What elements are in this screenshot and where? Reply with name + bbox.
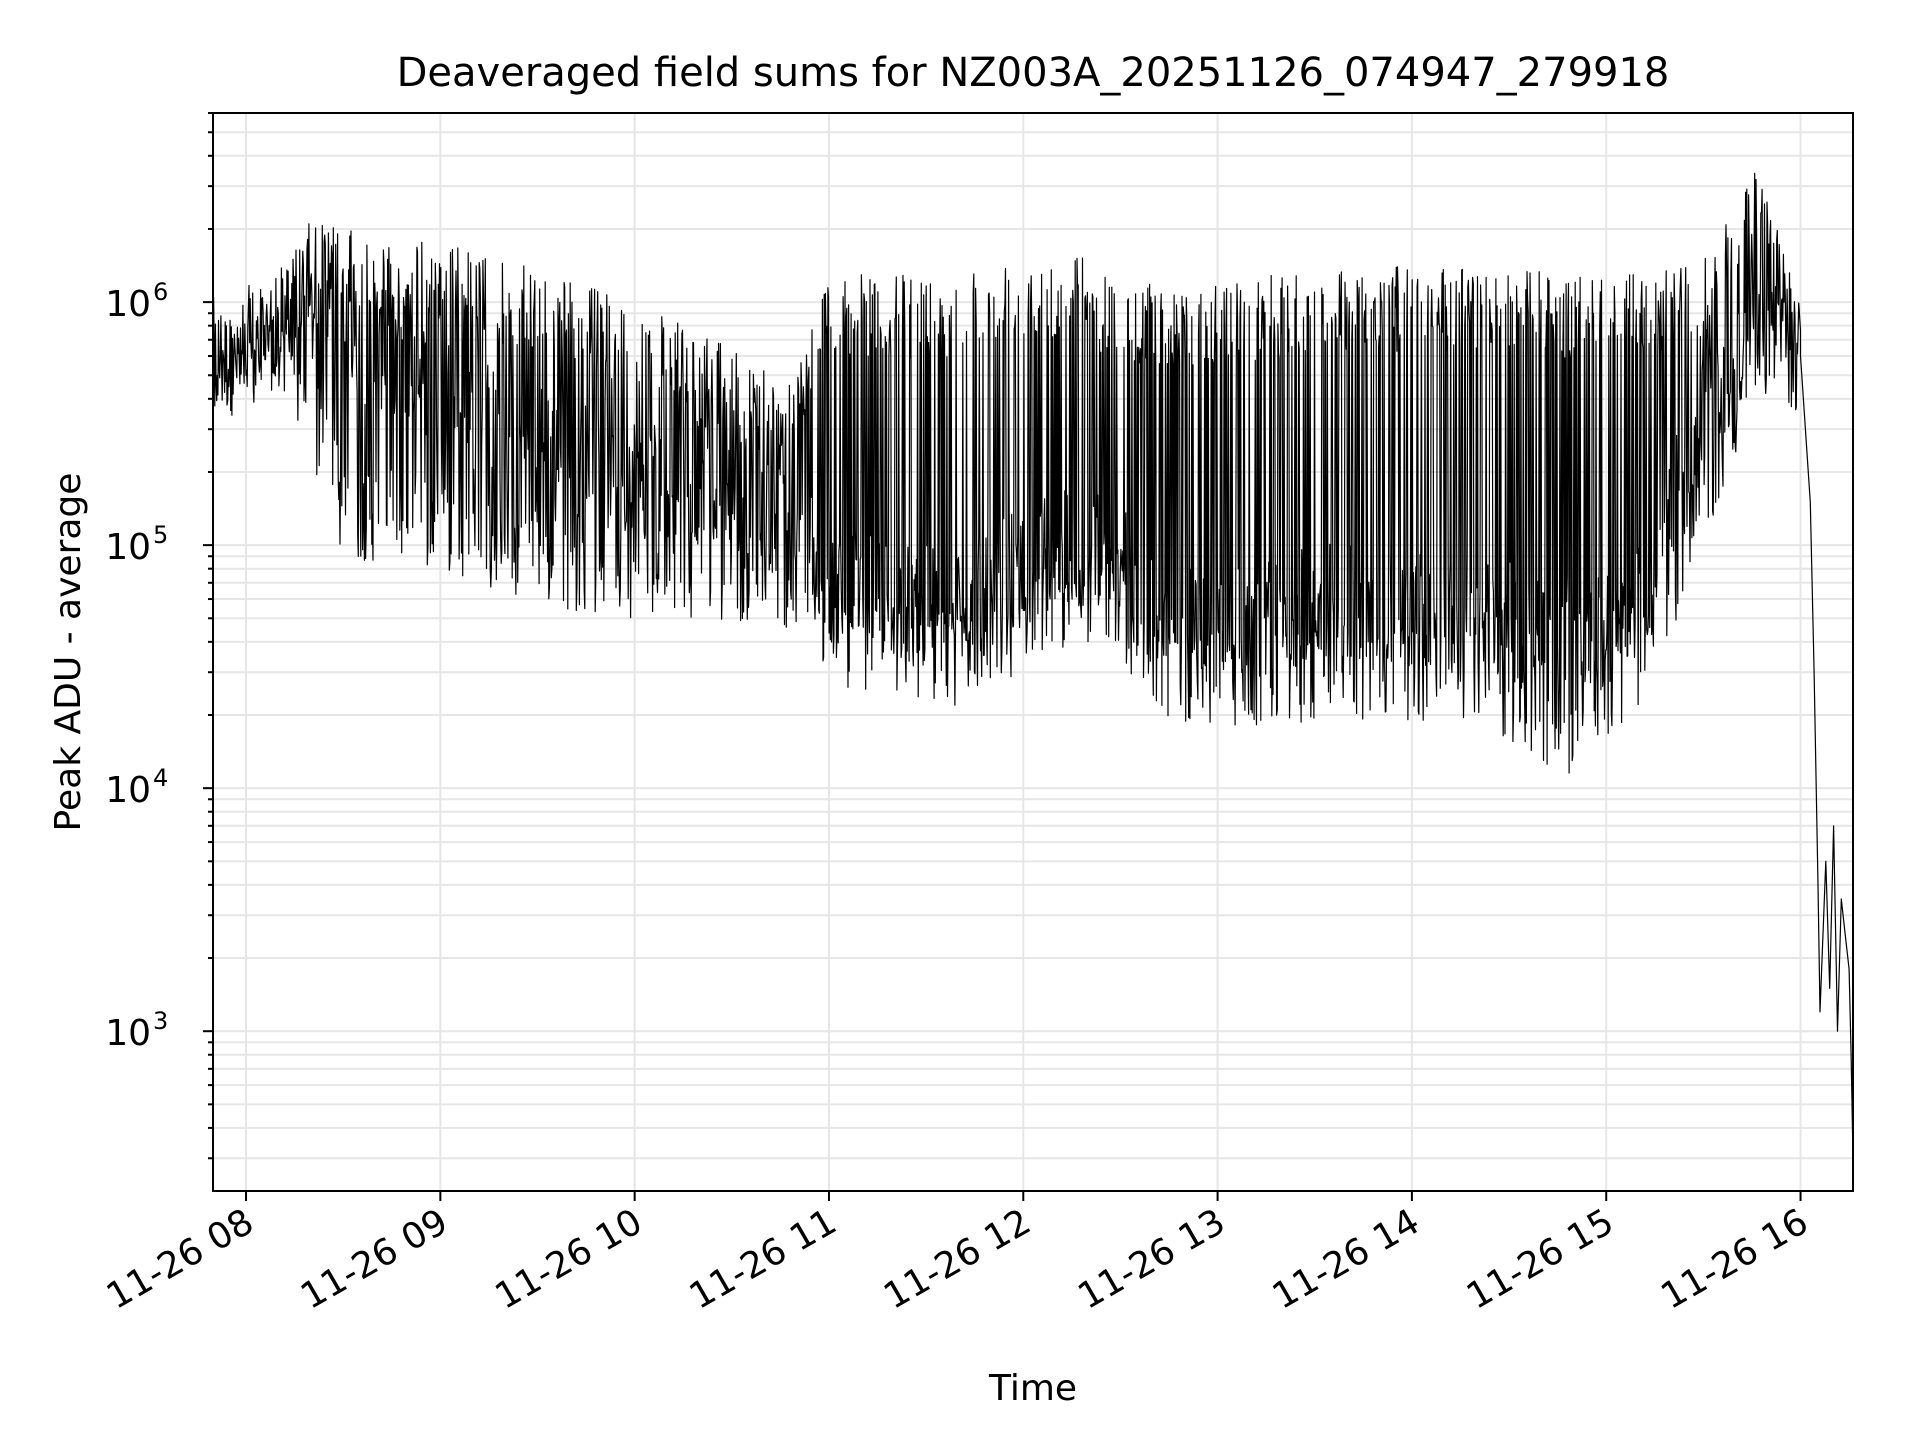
x-tick-label: 11-26 11	[683, 1201, 844, 1317]
x-tick-label: 11-26 12	[877, 1201, 1038, 1317]
x-tick-label: 11-26 16	[1654, 1201, 1815, 1317]
x-tick-label: 11-26 15	[1460, 1201, 1621, 1317]
y-axis-label: Peak ADU - average	[48, 473, 89, 832]
x-axis-label: Time	[988, 1368, 1077, 1409]
plot-frame	[212, 112, 1854, 1192]
series-line	[212, 172, 1854, 1159]
y-tick-exponent: 5	[153, 521, 168, 549]
x-tick-label: 11-26 08	[100, 1201, 261, 1317]
series-group	[212, 172, 1854, 1159]
x-tick-label: 11-26 09	[294, 1201, 455, 1317]
y-tick-exponent: 3	[153, 1007, 168, 1035]
chart-title: Deaveraged field sums for NZ003A_2025112…	[397, 50, 1670, 96]
y-tick-label: 10	[105, 770, 151, 811]
y-tick-exponent: 4	[153, 764, 168, 792]
y-tick-exponent: 6	[153, 278, 168, 306]
y-tick-label: 10	[105, 1013, 151, 1054]
x-tick-label: 11-26 14	[1266, 1201, 1427, 1317]
x-tick-label: 11-26 10	[488, 1201, 649, 1317]
y-tick-label: 10	[105, 527, 151, 568]
x-axis: 11-26 08 11-26 09 11-26 10 11-26 11 11-26 12…	[100, 1191, 1815, 1318]
x-tick-label: 11-26 13	[1071, 1201, 1232, 1317]
y-tick-label: 10	[105, 284, 151, 325]
